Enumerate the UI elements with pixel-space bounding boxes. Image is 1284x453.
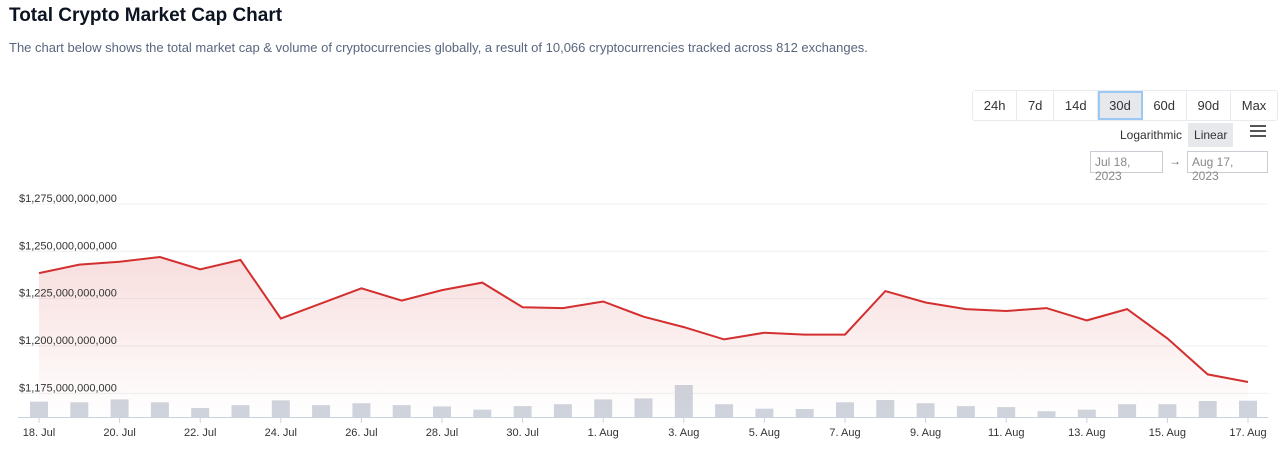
- x-tick-label: 22. Jul: [184, 427, 216, 439]
- x-tick-label: 11. Aug: [988, 427, 1025, 439]
- x-tick-label: 28. Jul: [426, 427, 458, 439]
- page-description: The chart below shows the total market c…: [9, 40, 868, 55]
- x-tick-label: 18. Jul: [23, 427, 55, 439]
- market-cap-chart: $1,175,000,000,000 $1,200,000,000,000 $1,2…: [18, 193, 1268, 439]
- hamburger-menu-icon[interactable]: [1250, 125, 1266, 139]
- x-tick-label: 26. Jul: [345, 427, 377, 439]
- time-range-selector: 24h 7d 14d 30d 60d 90d Max: [972, 90, 1278, 121]
- x-tick-label: 17. Aug: [1229, 427, 1266, 439]
- x-tick-label: 7. Aug: [829, 427, 860, 439]
- range-button-max[interactable]: Max: [1241, 98, 1267, 113]
- x-tick-label: 5. Aug: [749, 427, 780, 439]
- date-to-input[interactable]: Aug 17, 2023: [1187, 151, 1268, 183]
- x-tick-label: 15. Aug: [1149, 427, 1186, 439]
- x-tick-label: 20. Jul: [103, 427, 135, 439]
- y-tick-label: $1,175,000,000,000: [19, 382, 117, 394]
- x-tick-label: 13. Aug: [1068, 427, 1105, 439]
- x-tick-label: 1. Aug: [588, 427, 619, 439]
- market-cap-line: [38, 255, 1249, 383]
- y-tick-label: $1,250,000,000,000: [19, 240, 117, 252]
- range-button-90d[interactable]: 90d: [1187, 91, 1231, 120]
- range-button-7d[interactable]: 7d: [1017, 91, 1055, 120]
- page-title: Total Crypto Market Cap Chart: [9, 5, 283, 26]
- x-tick-label: 30. Jul: [506, 427, 538, 439]
- range-button-30d[interactable]: 30d: [1098, 91, 1143, 120]
- range-button-60d[interactable]: 60d: [1143, 91, 1187, 120]
- date-range-arrow: →: [1169, 154, 1181, 168]
- scale-logarithmic-button[interactable]: Logarithmic: [1120, 128, 1183, 142]
- y-tick-label: $1,275,000,000,000: [19, 193, 117, 205]
- x-tick-label: 24. Jul: [265, 427, 297, 439]
- x-tick-label: 3. Aug: [668, 427, 699, 439]
- date-from-input[interactable]: Jul 18, 2023: [1090, 151, 1163, 183]
- x-tick-label: 9. Aug: [910, 427, 941, 439]
- y-tick-label: $1,225,000,000,000: [19, 288, 117, 300]
- scale-linear-button[interactable]: Linear: [1188, 123, 1234, 147]
- y-tick-label: $1,200,000,000,000: [19, 335, 117, 347]
- range-button-14d[interactable]: 14d: [1054, 91, 1099, 120]
- scale-toggle: Logarithmic Linear: [1114, 122, 1234, 148]
- market-cap-area: [39, 257, 1248, 417]
- range-button-24h[interactable]: 24h: [973, 91, 1018, 120]
